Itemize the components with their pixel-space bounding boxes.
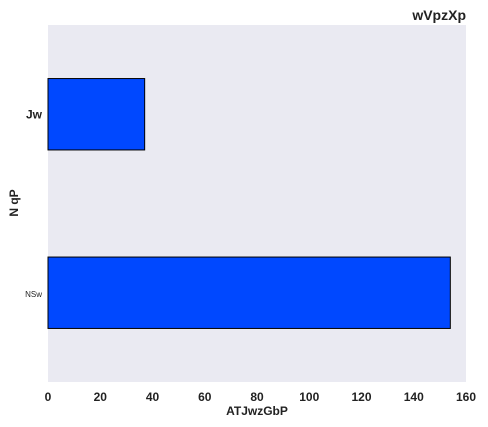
x-tick-label: 60 xyxy=(198,390,212,404)
y-tick-label: Jw xyxy=(26,107,43,121)
x-tick-label: 120 xyxy=(351,390,371,404)
bars-group xyxy=(47,78,451,329)
x-tick-label: 80 xyxy=(250,390,264,404)
x-tick-label: 160 xyxy=(456,390,476,404)
x-tick-label: 20 xyxy=(94,390,108,404)
x-ticks-group: 0 20 40 60 80 100 120 140 160 xyxy=(45,390,477,404)
x-tick-label: 100 xyxy=(299,390,319,404)
x-tick-label: 140 xyxy=(404,390,424,404)
y-axis-label: N qP xyxy=(7,189,21,216)
chart-title: wVpzXp xyxy=(411,7,466,23)
x-tick-label: 40 xyxy=(146,390,160,404)
bar-jw xyxy=(47,78,146,151)
x-tick-label: 0 xyxy=(45,390,52,404)
y-ticks-group: Jw NSw xyxy=(25,107,43,299)
bar-nsw xyxy=(47,256,451,329)
y-tick-label: NSw xyxy=(25,290,42,299)
x-axis-label: ATJwzGbP xyxy=(226,404,288,418)
